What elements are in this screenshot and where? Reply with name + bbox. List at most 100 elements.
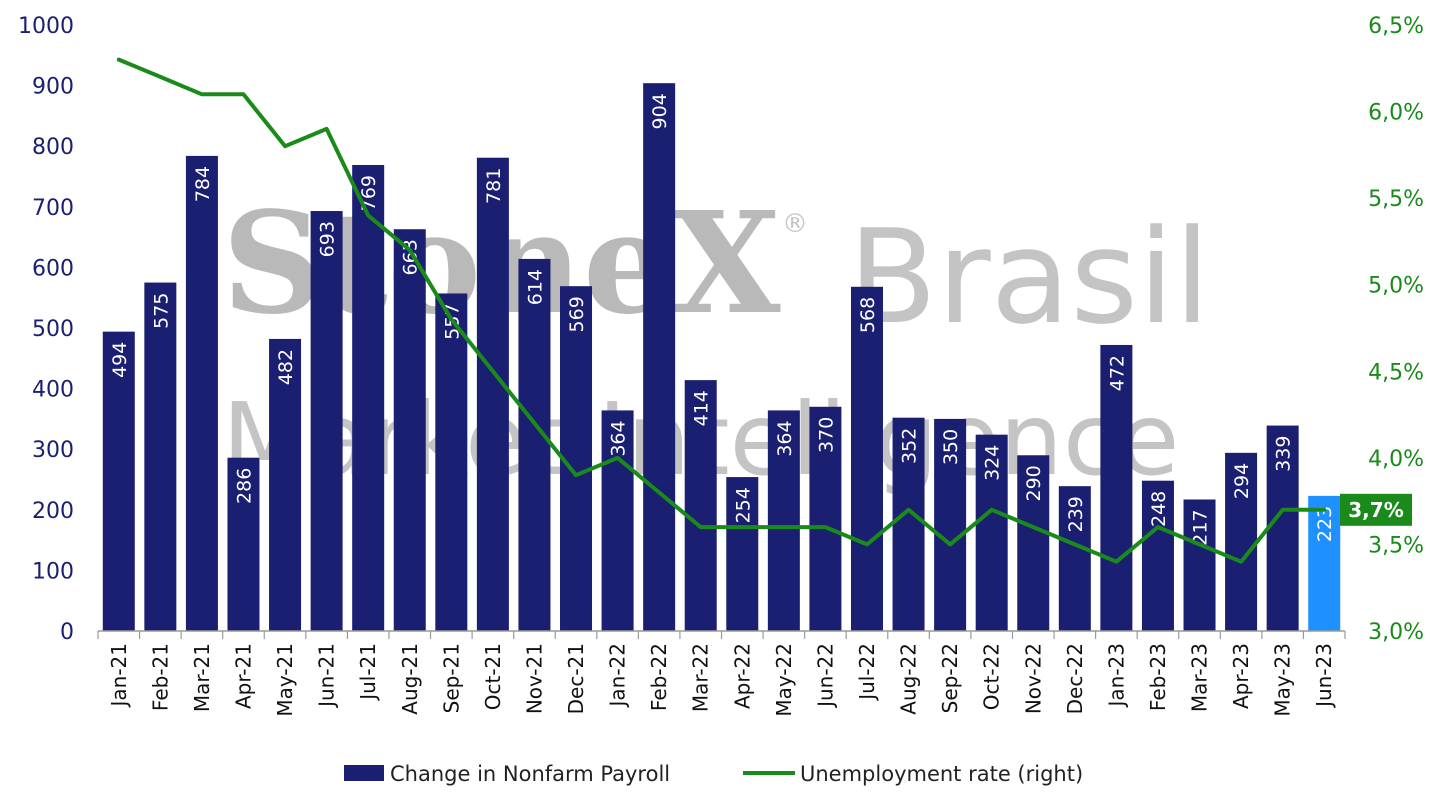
bar-label-jan-23: 472 [1106, 355, 1128, 391]
x-tick-label-oct-21: Oct-21 [481, 643, 505, 710]
bar-label-apr-22: 254 [732, 487, 754, 523]
bar-label-may-21: 482 [275, 349, 297, 385]
bar-label-aug-22: 352 [899, 428, 921, 464]
legend: Change in Nonfarm Payroll Unemployment ra… [344, 762, 1083, 786]
bar-label-may-22: 364 [774, 420, 796, 456]
bar-jun-23 [1308, 495, 1341, 631]
bar-apr-23 [1225, 452, 1258, 631]
right-axis-tick-label: 4,5% [1368, 360, 1424, 385]
x-tick-label-apr-21: Apr-21 [231, 643, 255, 709]
x-tick-label-nov-22: Nov-22 [1021, 643, 1045, 714]
x-tick-label-nov-21: Nov-21 [522, 643, 546, 714]
bar-label-apr-23: 294 [1231, 463, 1253, 499]
callout-box [1340, 493, 1412, 526]
x-tick-label-jun-23: Jun-23 [1312, 643, 1336, 709]
bar-apr-22 [726, 477, 759, 631]
x-tick-label-apr-23: Apr-23 [1229, 643, 1253, 709]
bar-may-23 [1266, 425, 1299, 631]
bar-label-may-23: 339 [1273, 436, 1295, 472]
bar-aug-22 [892, 417, 925, 631]
bar-label-mar-23: 217 [1190, 509, 1212, 545]
bar-label-oct-21: 781 [483, 168, 505, 204]
bar-mar-21 [185, 155, 218, 631]
left-axis-tick-label: 800 [32, 135, 74, 160]
left-axis-tick-label: 0 [60, 620, 74, 645]
bar-dec-21 [560, 286, 593, 631]
left-axis-tick-label: 300 [32, 438, 74, 463]
bar-label-feb-22: 904 [649, 93, 671, 129]
bar-label-oct-22: 324 [982, 445, 1004, 481]
x-tick-label-jan-23: Jan-23 [1104, 643, 1128, 709]
bar-label-jun-21: 693 [317, 221, 339, 257]
x-tick-label-jun-21: Jun-21 [315, 643, 339, 709]
x-axis-ticks: Jan-21 Feb-21 Mar-21 Apr-21 May-21 Jun-21 Jul-… [107, 643, 1336, 717]
right-axis-tick-label: 3,5% [1368, 533, 1424, 558]
right-axis-tick-label: 3,0% [1368, 620, 1424, 645]
bar-jun-21 [310, 211, 343, 632]
bar-sep-21 [435, 293, 468, 631]
bar-label-feb-23: 248 [1148, 491, 1170, 527]
bar-mar-23 [1183, 499, 1216, 631]
bar-jan-22 [601, 410, 634, 631]
x-tick-label-feb-21: Feb-21 [148, 643, 172, 711]
x-tick-label-mar-21: Mar-21 [190, 643, 214, 712]
unemployment-rate-line [116, 57, 1327, 564]
bar-may-22 [767, 410, 800, 631]
bar-label-nov-21: 614 [524, 269, 546, 305]
x-tick-label-dec-21: Dec-21 [564, 643, 588, 714]
bar-dec-22 [1058, 486, 1091, 631]
callout-value: 3,7% [1348, 498, 1403, 522]
x-tick-label-jul-22: Jul-22 [855, 643, 879, 702]
unemployment-line-layer [116, 57, 1327, 564]
x-tick-label-oct-22: Oct-22 [980, 643, 1004, 710]
x-tick-label-mar-23: Mar-23 [1188, 643, 1212, 712]
left-axis-tick-label: 200 [32, 499, 74, 524]
bar-apr-21 [227, 457, 260, 631]
x-tick-label-feb-22: Feb-22 [647, 643, 671, 711]
right-axis-tick-label: 5,5% [1368, 187, 1424, 212]
bar-label-dec-21: 569 [566, 296, 588, 332]
bar-jul-21 [352, 164, 385, 631]
x-tick-label-sep-22: Sep-22 [938, 643, 962, 713]
x-tick-label-aug-21: Aug-21 [398, 643, 422, 715]
x-tick-label-may-21: May-21 [273, 643, 297, 717]
watermark-brand-suffix: Brasil [848, 201, 1210, 353]
bar-jun-22 [809, 406, 842, 631]
bar-label-nov-22: 290 [1023, 465, 1045, 501]
right-axis-tick-label: 6,5% [1368, 14, 1424, 39]
left-axis-tick-label: 600 [32, 256, 74, 281]
x-tick-label-jan-22: Jan-22 [606, 643, 630, 709]
legend-label-payroll: Change in Nonfarm Payroll [390, 762, 670, 786]
x-tick-label-mar-22: Mar-22 [689, 643, 713, 712]
last-value-callout: 3,7% [1340, 493, 1412, 526]
bar-label-sep-22: 350 [940, 429, 962, 465]
axes [97, 630, 1346, 639]
x-tick-label-apr-22: Apr-22 [730, 643, 754, 709]
bar-nov-22 [1017, 455, 1050, 631]
bar-label-jan-22: 364 [608, 420, 630, 456]
bar-label-jun-23: 223 [1314, 506, 1336, 542]
bar-label-jun-22: 370 [815, 417, 837, 453]
x-tick-label-may-23: May-23 [1271, 643, 1295, 717]
left-axis-tick-label: 1000 [18, 14, 74, 39]
legend-swatch-payroll [344, 765, 384, 781]
bar-may-21 [269, 338, 302, 631]
x-tick-label-dec-22: Dec-22 [1063, 643, 1087, 714]
bar-label-apr-21: 286 [233, 468, 255, 504]
right-axis-tick-label: 4,0% [1368, 447, 1424, 472]
bar-feb-22 [643, 83, 676, 631]
bar-feb-23 [1141, 480, 1174, 631]
left-axis-ticks: 0 100 200 300 400 500 600 700 800 900 1000 [18, 14, 74, 645]
x-tick-label-jun-22: Jun-22 [813, 643, 837, 709]
bar-jan-21 [102, 331, 135, 631]
left-axis-tick-label: 500 [32, 317, 74, 342]
bar-aug-21 [393, 229, 426, 632]
bar-nov-21 [518, 258, 551, 631]
right-axis-tick-label: 6,0% [1368, 101, 1424, 126]
bar-feb-21 [144, 282, 177, 631]
right-axis-tick-label: 5,0% [1368, 274, 1424, 299]
x-tick-label-may-22: May-22 [772, 643, 796, 717]
bar-label-jul-22: 568 [857, 297, 879, 333]
